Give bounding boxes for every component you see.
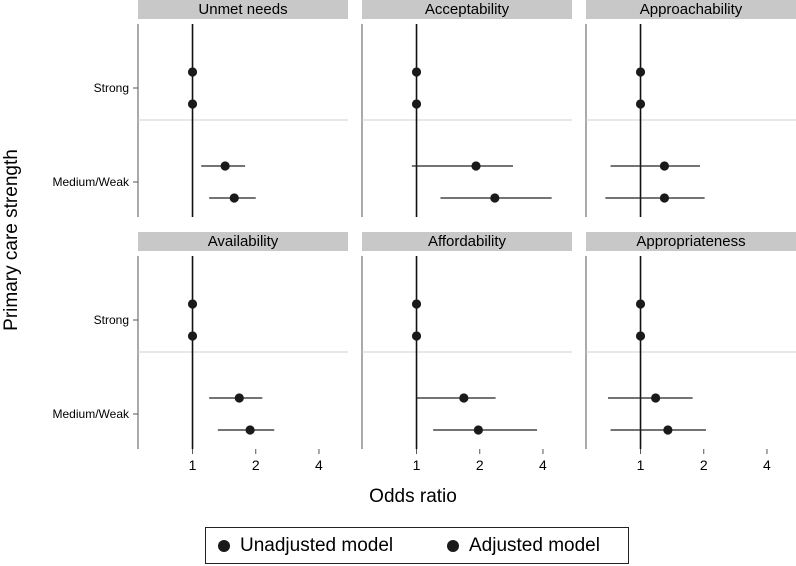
estimate-point: [411, 331, 422, 341]
panel-affordability: Affordability 1 2 4: [361, 232, 572, 473]
x-tick-label: 1: [637, 457, 645, 473]
x-tick-label: 2: [252, 457, 260, 473]
panel-header: [586, 232, 796, 251]
estimate-point: [187, 299, 198, 309]
estimate-point: [473, 425, 483, 435]
estimate-point: [245, 425, 255, 435]
panel-availability: Availability Strong Medium/Weak 1 2 4: [53, 232, 348, 473]
y-tick-label: Strong: [94, 81, 129, 95]
y-tick-label: Medium/Weak: [53, 175, 130, 189]
estimate-point: [411, 67, 422, 77]
y-tick-label: Medium/Weak: [53, 407, 130, 421]
estimate-point: [234, 393, 244, 403]
estimate-point: [635, 67, 646, 77]
estimate-point: [220, 161, 230, 171]
estimate-point: [635, 99, 646, 109]
panel-title: Availability: [208, 233, 279, 250]
estimate-point: [635, 331, 646, 341]
estimate-point: [635, 299, 646, 309]
x-axis-title: Odds ratio: [369, 486, 457, 507]
panel-acceptability: Acceptability: [361, 0, 572, 217]
estimate-point: [490, 193, 500, 203]
panel-header: [138, 0, 348, 19]
legend-label-unadjusted: Unadjusted model: [240, 534, 394, 556]
estimate-point: [659, 193, 670, 203]
estimate-point: [651, 393, 661, 403]
legend-item-adjusted: Adjusted model: [447, 528, 600, 563]
estimate-point: [471, 161, 481, 171]
x-tick-label: 4: [763, 457, 771, 473]
legend-label-adjusted: Adjusted model: [469, 534, 600, 556]
estimate-point: [659, 161, 670, 171]
x-tick-label: 2: [476, 457, 484, 473]
x-tick-label: 2: [700, 457, 708, 473]
estimate-point: [187, 331, 198, 341]
x-tick-label: 4: [539, 457, 547, 473]
forest-plot: Primary care strength Odds ratio Unmet n…: [1, 0, 796, 507]
panel-header: [586, 0, 796, 19]
panel-title: Affordability: [428, 233, 507, 250]
estimate-point: [187, 99, 198, 109]
panel-header: [362, 232, 572, 251]
panel-title: Approachability: [640, 1, 743, 18]
estimate-point: [663, 425, 673, 435]
legend-marker-unadjusted: [218, 539, 230, 552]
panel-title: Unmet needs: [198, 1, 287, 18]
x-tick-label: 1: [189, 457, 197, 473]
panel-appropriateness: Appropriateness 1 2 4: [585, 232, 796, 473]
y-tick-label: Strong: [94, 313, 129, 327]
legend-marker-adjusted: [447, 539, 459, 552]
panel-approachability: Approachability: [585, 0, 796, 217]
estimate-point: [229, 193, 239, 203]
legend-item-unadjusted: Unadjusted model: [218, 528, 393, 563]
estimate-point: [411, 299, 422, 309]
legend: Unadjusted model Adjusted model: [205, 527, 629, 564]
estimate-point: [411, 99, 422, 109]
panel-header: [138, 232, 348, 251]
estimate-point: [187, 67, 198, 77]
panel-unmet-needs: Unmet needs Strong Medium/Weak: [53, 0, 348, 217]
x-tick-label: 1: [413, 457, 421, 473]
panel-title: Appropriateness: [636, 233, 745, 250]
panel-title: Acceptability: [425, 1, 510, 18]
x-tick-label: 4: [315, 457, 323, 473]
estimate-point: [459, 393, 469, 403]
panel-header: [362, 0, 572, 19]
y-axis-title: Primary care strength: [1, 149, 22, 331]
